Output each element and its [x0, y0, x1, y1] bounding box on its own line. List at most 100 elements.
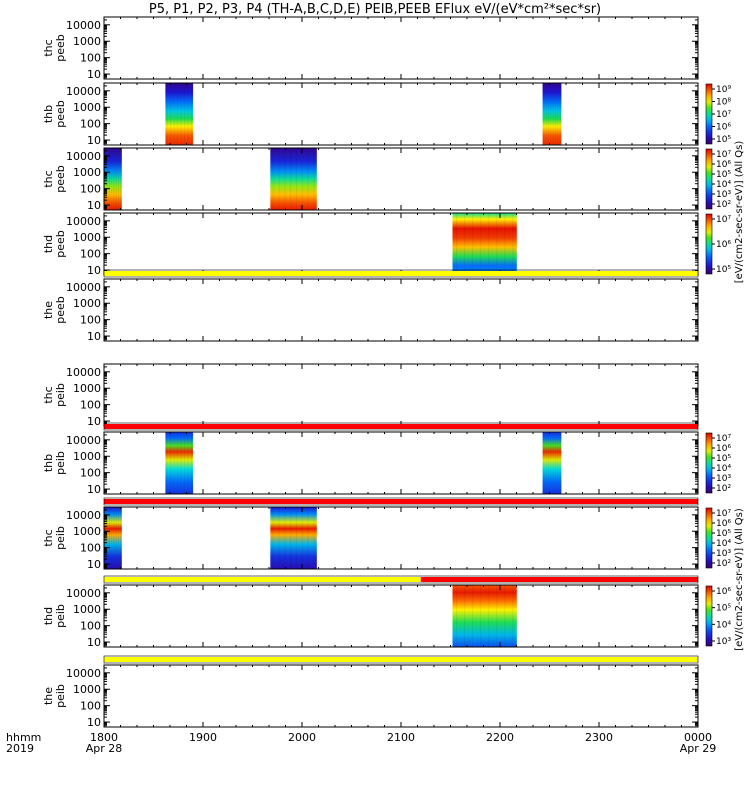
colorbar-label: 10⁷	[716, 150, 731, 160]
colorbar-label: 10²	[716, 559, 731, 569]
y-tick-label: 100	[80, 620, 101, 633]
y-tick-label: 10000	[66, 434, 101, 447]
panel-background	[104, 148, 698, 210]
y-tick-label: 10	[87, 330, 101, 343]
y-tick-label: 1000	[73, 231, 101, 244]
panel-the-peib: 10 100 1000 10000 the peib	[42, 664, 699, 729]
panel-background	[104, 17, 698, 79]
panel-probe-label: thd	[42, 607, 55, 625]
panel-species-label: peib	[54, 451, 67, 475]
x-tick-label: 1800	[90, 731, 118, 744]
panel-thc-peeb: 10 100 1000 10000 thc peeb	[42, 16, 699, 81]
spectrogram-block	[452, 213, 517, 275]
y-tick-label: 10	[87, 558, 101, 571]
x-tick-label: 2000	[288, 731, 316, 744]
y-tick-label: 10000	[66, 587, 101, 600]
panel-species-label: peeb	[54, 165, 67, 193]
panel-probe-label: thb	[42, 454, 55, 472]
colorbar-label: 10⁵	[716, 604, 731, 614]
spectrogram-block	[165, 432, 194, 494]
y-tick-label: 100	[80, 248, 101, 261]
spectrogram-block	[542, 83, 562, 145]
y-tick-label: 100	[80, 183, 101, 196]
y-tick-label: 1000	[73, 450, 101, 463]
panel-probe-label: thc	[42, 386, 55, 403]
colorbar-label: 10³	[716, 549, 731, 559]
y-tick-label: 100	[80, 467, 101, 480]
colorbar-label: 10³	[716, 474, 731, 484]
colorbar-label: 10⁵	[716, 265, 731, 275]
panel-probe-label: thb	[42, 105, 55, 123]
y-tick-label: 1000	[73, 525, 101, 538]
panel-species-label: peeb	[54, 230, 67, 258]
y-tick-label: 100	[80, 700, 101, 713]
panel-background	[104, 213, 698, 275]
y-tick-label: 1000	[73, 603, 101, 616]
colorbar-label: 10⁵	[716, 529, 731, 539]
panel-probe-label: thc	[42, 39, 55, 56]
panel-species-label: peib	[54, 604, 67, 628]
y-tick-label: 1000	[73, 35, 101, 48]
x-tick-date-label: Apr 28	[86, 742, 123, 755]
panel-thb-peeb: 10 100 1000 10000 thb peeb 10⁹ 10⁸ 10⁷ 10⁶ 10⁵	[42, 82, 731, 147]
x-tick-label: 2200	[486, 731, 514, 744]
colorbar-label: 10⁶	[716, 444, 731, 454]
panel-background	[104, 83, 698, 145]
mode-bar-segment	[104, 424, 698, 429]
panel-species-label: peeb	[54, 34, 67, 62]
y-tick-label: 100	[80, 52, 101, 65]
y-tick-label: 10000	[66, 19, 101, 32]
panel-species-label: peeb	[54, 296, 67, 324]
colorbar-label: 10⁸	[716, 98, 731, 108]
colorbar-label: 10⁷	[716, 215, 731, 225]
panel-the-peeb: 10 100 1000 10000 the peeb	[42, 278, 699, 343]
panel-background	[104, 279, 698, 341]
colorbar	[705, 585, 713, 647]
y-tick-label: 1000	[73, 683, 101, 696]
colorbar-label: 10²	[716, 200, 731, 210]
panel-probe-label: thd	[42, 235, 55, 253]
panel-thd-peib: 10 100 1000 10000 thd peib 10⁶ 10⁵ 10⁴ 10³	[42, 584, 731, 649]
colorbar-label: 10⁷	[716, 509, 731, 519]
panel-background	[104, 507, 698, 569]
panel-thc-peib: 10 100 1000 10000 thc peib	[42, 363, 699, 428]
mode-bar-frame	[103, 575, 699, 584]
colorbar-label: 10³	[716, 190, 731, 200]
spectrogram-block	[270, 507, 317, 569]
panel-thd-peeb: 10 100 1000 10000 thd peeb 10⁷ 10⁶ 10⁵	[42, 212, 731, 277]
panel-background	[104, 665, 698, 727]
y-tick-label: 10	[87, 264, 101, 277]
colorbar-label: 10⁴	[716, 539, 731, 549]
panel-probe-label: thc	[42, 529, 55, 546]
colorbar-label: 10⁴	[716, 180, 731, 190]
y-tick-label: 10	[87, 716, 101, 729]
y-tick-label: 10000	[66, 281, 101, 294]
y-tick-label: 1000	[73, 297, 101, 310]
colorbar	[705, 148, 713, 210]
mode-bar-segment	[104, 577, 421, 582]
y-tick-label: 1000	[73, 101, 101, 114]
colorbar-label: 10⁵	[716, 454, 731, 464]
panel-species-label: peeb	[54, 100, 67, 128]
mode-bar-segment	[104, 657, 698, 662]
mode-bar-frame	[103, 497, 699, 506]
colorbar-label: 10⁷	[716, 110, 731, 120]
colorbar-unit-label: [eV/(cm2-sec-sr-eV)] (All Qs)	[734, 141, 745, 284]
y-tick-label: 1000	[73, 382, 101, 395]
y-tick-label: 10	[87, 68, 101, 81]
x-tick-label: 2300	[585, 731, 613, 744]
panel-species-label: peib	[54, 383, 67, 407]
mode-bar-segment	[104, 271, 698, 276]
spectrogram-block	[542, 432, 562, 494]
spectrogram-block	[104, 507, 122, 569]
colorbar-label: 10⁶	[716, 587, 731, 597]
y-tick-label: 100	[80, 399, 101, 412]
spectrogram-block	[165, 83, 194, 145]
plot-title: P5, P1, P2, P3, P4 (TH-A,B,C,D,E) PEIB,P…	[148, 2, 602, 17]
y-tick-label: 10	[87, 199, 101, 212]
panel-species-label: peib	[54, 684, 67, 708]
panel-probe-label: the	[42, 687, 55, 705]
panel-probe-label: thc	[42, 170, 55, 187]
